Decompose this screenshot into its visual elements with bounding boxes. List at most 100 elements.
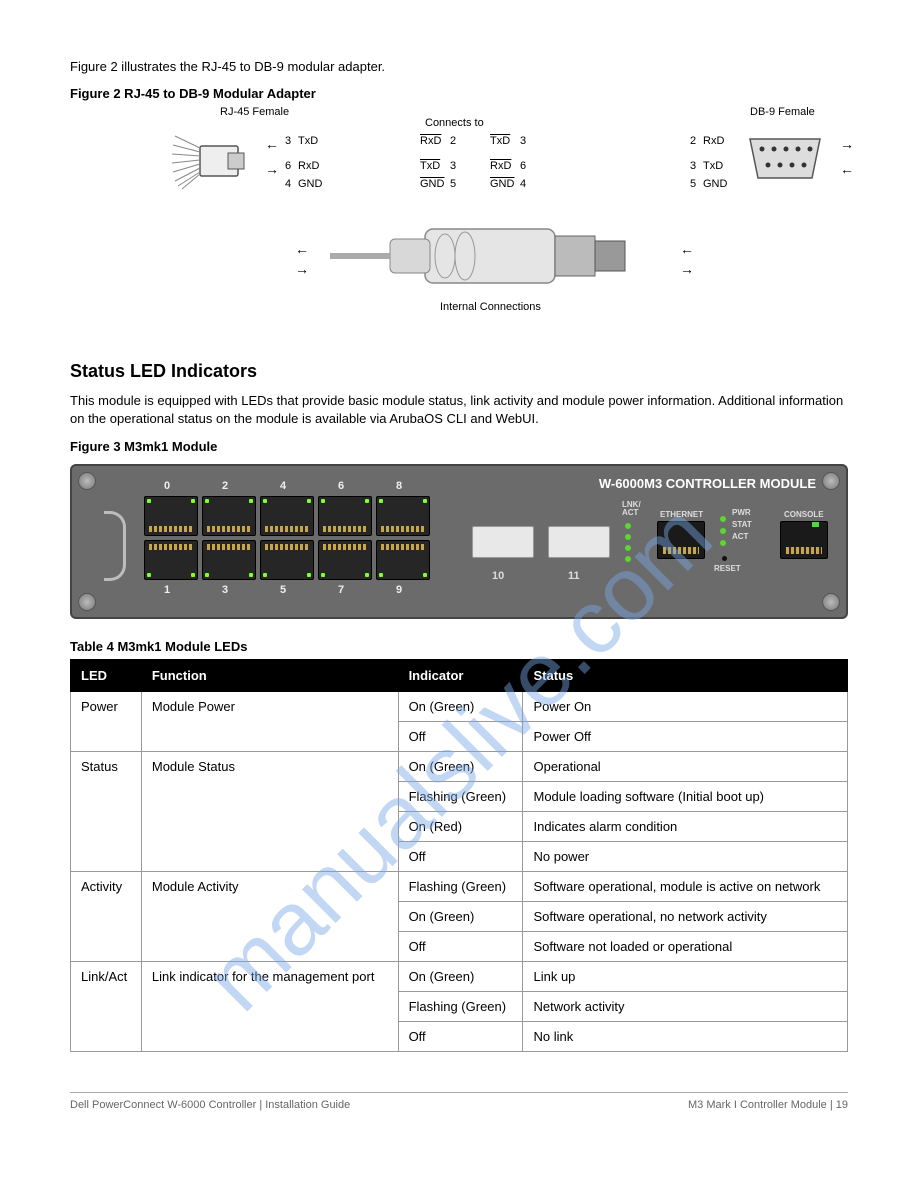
cell-status: Power Off [523, 721, 848, 751]
footer-left: Dell PowerConnect W-6000 Controller | In… [70, 1099, 350, 1111]
figure1: ← 3 TxD → 6 RxD 4 GND RJ-45 Female DB-9 … [70, 111, 848, 331]
act-label: ACT [622, 508, 638, 517]
portnum-9: 9 [396, 584, 402, 596]
sfpnum-11: 11 [568, 570, 580, 582]
cell-indicator: On (Red) [398, 811, 523, 841]
table-row: StatusModule StatusOn (Green)Operational [71, 751, 848, 781]
cell-status: No power [523, 841, 848, 871]
screw-icon [78, 472, 96, 490]
cell-status: Software operational, no network activit… [523, 901, 848, 931]
mid-txd: TxD [420, 160, 440, 172]
mid2-txd: TxD [490, 135, 510, 147]
act2-label: ACT [732, 532, 748, 541]
page-footer: Dell PowerConnect W-6000 Controller | In… [70, 1092, 848, 1111]
cell-status: No link [523, 1021, 848, 1051]
mid2-pin3: 3 [520, 135, 526, 147]
intro-text: Figure 2 illustrates the RJ-45 to DB-9 m… [70, 58, 848, 76]
arrow-icon: → [680, 261, 694, 277]
screw-icon [822, 472, 840, 490]
mid-pin2: 2 [450, 135, 456, 147]
cell-fn: Module Status [141, 751, 398, 871]
db9-pin3: 3 [690, 160, 696, 172]
rj45-pin6: 6 [285, 160, 291, 172]
portnum-0: 0 [164, 480, 170, 492]
portnum-7: 7 [338, 584, 344, 596]
table-row: Link/ActLink indicator for the managemen… [71, 961, 848, 991]
arrow-icon: ← [840, 161, 854, 177]
port-1 [144, 540, 198, 580]
rj45-pin3: 3 [285, 135, 291, 147]
mid-pin3: 3 [450, 160, 456, 172]
db9-rxd: RxD [703, 135, 724, 147]
port-5 [260, 540, 314, 580]
cell-status: Indicates alarm condition [523, 811, 848, 841]
table-row: ActivityModule ActivityFlashing (Green)S… [71, 871, 848, 901]
link-leds [625, 518, 631, 567]
arrow-icon: ← [295, 241, 309, 257]
reset-label: RESET [714, 564, 741, 573]
rj45-female-label: RJ-45 Female [220, 106, 289, 118]
port-grid [144, 496, 430, 580]
cell-status: Module loading software (Initial boot up… [523, 781, 848, 811]
figure2-caption: Figure 3 M3mk1 Module [70, 439, 848, 454]
db9-txd: TxD [703, 160, 723, 172]
connects-to-label: Connects to [425, 117, 484, 129]
mid2-gnd: GND [490, 178, 514, 190]
stat-label: STAT [732, 520, 752, 529]
portnum-3: 3 [222, 584, 228, 596]
cell-indicator: Off [398, 1021, 523, 1051]
internal-conn-label: Internal Connections [440, 301, 541, 313]
th-status: Status [523, 659, 848, 691]
handle-icon [104, 511, 126, 581]
led-section-heading: Status LED Indicators [70, 361, 848, 382]
port-0 [144, 496, 198, 536]
cell-fn: Module Activity [141, 871, 398, 961]
rj45-gnd: GND [298, 178, 322, 190]
portnum-4: 4 [280, 480, 286, 492]
led-table: LED Function Indicator Status PowerModul… [70, 659, 848, 1052]
cell-indicator: Off [398, 931, 523, 961]
port-6 [318, 496, 372, 536]
cell-status: Operational [523, 751, 848, 781]
module-title: W-6000M3 CONTROLLER MODULE [599, 476, 816, 491]
port-9 [376, 540, 430, 580]
cell-led: Power [71, 691, 142, 751]
db9-gnd: GND [703, 178, 727, 190]
cell-indicator: Off [398, 721, 523, 751]
rj45-rxd: RxD [298, 160, 319, 172]
status-leds [720, 510, 726, 552]
controller-panel: W-6000M3 CONTROLLER MODULE 0 2 4 6 8 1 3… [70, 464, 848, 619]
cell-fn: Link indicator for the management port [141, 961, 398, 1051]
cell-indicator: On (Green) [398, 691, 523, 721]
cell-indicator: Flashing (Green) [398, 991, 523, 1021]
footer-right: M3 Mark I Controller Module | 19 [688, 1099, 848, 1111]
ethernet-port [657, 521, 705, 559]
portnum-6: 6 [338, 480, 344, 492]
portnum-2: 2 [222, 480, 228, 492]
rj45-pin4: 4 [285, 178, 291, 190]
arrow-icon: → [840, 136, 854, 152]
th-function: Function [141, 659, 398, 691]
portnum-5: 5 [280, 584, 286, 596]
console-port [780, 521, 828, 559]
arrow-icon: → [265, 161, 279, 177]
pwr-label: PWR [732, 508, 751, 517]
db9-female-label: DB-9 Female [750, 106, 815, 118]
reset-hole [722, 556, 727, 561]
port-7 [318, 540, 372, 580]
portnum-8: 8 [396, 480, 402, 492]
figure1-caption: Figure 2 RJ-45 to DB-9 Modular Adapter [70, 86, 848, 101]
console-led [812, 522, 819, 527]
cell-indicator: Flashing (Green) [398, 871, 523, 901]
cell-indicator: On (Green) [398, 751, 523, 781]
cell-status: Software operational, module is active o… [523, 871, 848, 901]
rj45-txd: TxD [298, 135, 318, 147]
mid2-pin4: 4 [520, 178, 526, 190]
screw-icon [822, 593, 840, 611]
th-indicator: Indicator [398, 659, 523, 691]
arrow-icon: → [295, 261, 309, 277]
cell-indicator: Off [398, 841, 523, 871]
figure2: W-6000M3 CONTROLLER MODULE 0 2 4 6 8 1 3… [70, 464, 848, 619]
cell-led: Status [71, 751, 142, 871]
table-caption: Table 4 M3mk1 Module LEDs [70, 639, 848, 654]
